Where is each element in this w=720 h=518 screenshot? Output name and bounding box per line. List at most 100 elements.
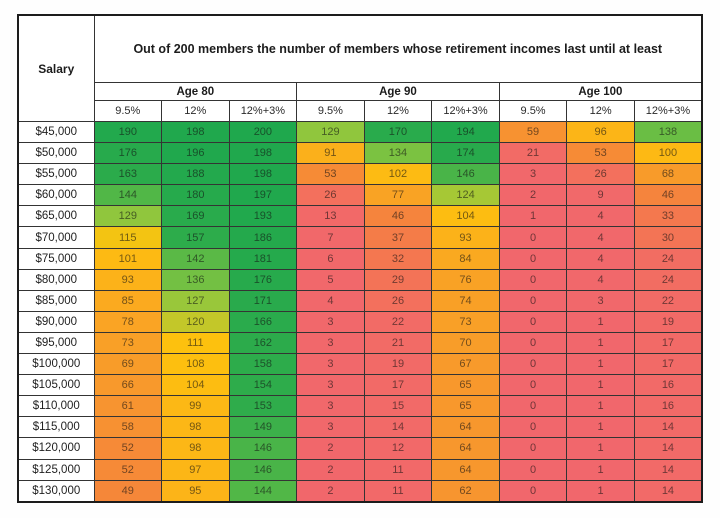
value-cell: 158 <box>228 353 298 376</box>
value-cell: 3 <box>296 416 365 439</box>
value-cell: 96 <box>566 120 635 144</box>
value-cell: 93 <box>431 226 500 249</box>
value-cell: 58 <box>93 416 163 439</box>
value-cell: 0 <box>498 289 568 312</box>
value-cell: 120 <box>161 310 230 333</box>
value-cell: 53 <box>296 163 365 186</box>
table-row: $115,000 58 98 149 3 14 64 0 1 14 <box>17 416 703 439</box>
value-cell: 22 <box>633 289 703 312</box>
value-cell: 14 <box>363 416 433 439</box>
value-cell: 7 <box>296 226 365 249</box>
value-cell: 61 <box>93 395 163 418</box>
table-row: $100,000 69 108 158 3 19 67 0 1 17 <box>17 353 703 376</box>
value-cell: 5 <box>296 268 365 291</box>
value-cell: 186 <box>228 226 298 249</box>
age-group-header-3: Age 100 <box>498 82 703 101</box>
value-cell: 84 <box>431 247 500 270</box>
value-cell: 174 <box>431 142 500 165</box>
value-cell: 0 <box>498 353 568 376</box>
value-cell: 95 <box>161 479 230 503</box>
value-cell: 2 <box>296 479 365 503</box>
value-cell: 0 <box>498 331 568 355</box>
value-cell: 4 <box>566 226 635 249</box>
value-cell: 1 <box>566 310 635 333</box>
value-cell: 17 <box>363 374 433 397</box>
salary-header-cell: Salary <box>17 14 95 122</box>
value-cell: 67 <box>431 353 500 376</box>
value-cell: 154 <box>228 374 298 397</box>
value-cell: 77 <box>363 184 433 207</box>
value-cell: 198 <box>228 142 298 165</box>
value-cell: 146 <box>228 458 298 481</box>
value-cell: 11 <box>363 458 433 481</box>
value-cell: 1 <box>566 374 635 397</box>
salary-cell: $90,000 <box>17 310 95 333</box>
value-cell: 3 <box>296 331 365 355</box>
value-cell: 15 <box>363 395 433 418</box>
age-group-header-1: Age 80 <box>93 82 298 101</box>
value-cell: 157 <box>161 226 230 249</box>
value-cell: 64 <box>431 416 500 439</box>
value-cell: 138 <box>633 120 703 144</box>
value-cell: 21 <box>363 331 433 355</box>
value-cell: 115 <box>93 226 163 249</box>
value-cell: 1 <box>566 437 635 460</box>
rate-header-g1-3: 12%+3% <box>228 100 298 122</box>
value-cell: 74 <box>431 289 500 312</box>
value-cell: 200 <box>228 120 298 144</box>
value-cell: 153 <box>228 395 298 418</box>
value-cell: 1 <box>498 205 568 228</box>
table-row: $70,000 115 157 186 7 37 93 0 4 30 <box>17 226 703 249</box>
value-cell: 91 <box>296 142 365 165</box>
value-cell: 29 <box>363 268 433 291</box>
value-cell: 0 <box>498 437 568 460</box>
value-cell: 146 <box>228 437 298 460</box>
table-row: $55,000 163 188 198 53 102 146 3 26 68 <box>17 163 703 186</box>
title-row: Salary Out of 200 members the number of … <box>17 14 703 122</box>
value-cell: 9 <box>566 184 635 207</box>
retirement-heatmap-table-wrap: Salary Out of 200 members the number of … <box>17 14 703 503</box>
value-cell: 93 <box>93 268 163 291</box>
value-cell: 14 <box>633 479 703 503</box>
salary-cell: $120,000 <box>17 437 95 460</box>
value-cell: 0 <box>498 416 568 439</box>
value-cell: 163 <box>93 163 163 186</box>
value-cell: 0 <box>498 395 568 418</box>
value-cell: 30 <box>633 226 703 249</box>
value-cell: 19 <box>363 353 433 376</box>
salary-cell: $130,000 <box>17 479 95 503</box>
value-cell: 52 <box>93 458 163 481</box>
value-cell: 1 <box>566 458 635 481</box>
value-cell: 26 <box>363 289 433 312</box>
value-cell: 46 <box>363 205 433 228</box>
salary-cell: $110,000 <box>17 395 95 418</box>
retirement-table: Salary Out of 200 members the number of … <box>17 14 703 503</box>
salary-cell: $60,000 <box>17 184 95 207</box>
rate-header-g1-1: 9.5% <box>93 100 163 122</box>
value-cell: 4 <box>566 247 635 270</box>
value-cell: 170 <box>363 120 433 144</box>
salary-cell: $105,000 <box>17 374 95 397</box>
age-group-header-row: Age 80 Age 90 Age 100 <box>18 82 703 101</box>
value-cell: 14 <box>633 437 703 460</box>
rate-header-g2-1: 9.5% <box>296 100 365 122</box>
value-cell: 11 <box>363 479 433 503</box>
value-cell: 97 <box>161 458 230 481</box>
value-cell: 22 <box>363 310 433 333</box>
value-cell: 4 <box>296 289 365 312</box>
value-cell: 142 <box>161 247 230 270</box>
value-cell: 4 <box>566 268 635 291</box>
value-cell: 0 <box>498 247 568 270</box>
table-row: $85,000 85 127 171 4 26 74 0 3 22 <box>17 289 703 312</box>
table-row: $60,000 144 180 197 26 77 124 2 9 46 <box>17 184 703 207</box>
value-cell: 12 <box>363 437 433 460</box>
value-cell: 26 <box>296 184 365 207</box>
value-cell: 194 <box>431 120 500 144</box>
salary-cell: $65,000 <box>17 205 95 228</box>
salary-cell: $50,000 <box>17 142 95 165</box>
value-cell: 70 <box>431 331 500 355</box>
value-cell: 76 <box>431 268 500 291</box>
value-cell: 19 <box>633 310 703 333</box>
value-cell: 176 <box>93 142 163 165</box>
value-cell: 14 <box>633 458 703 481</box>
